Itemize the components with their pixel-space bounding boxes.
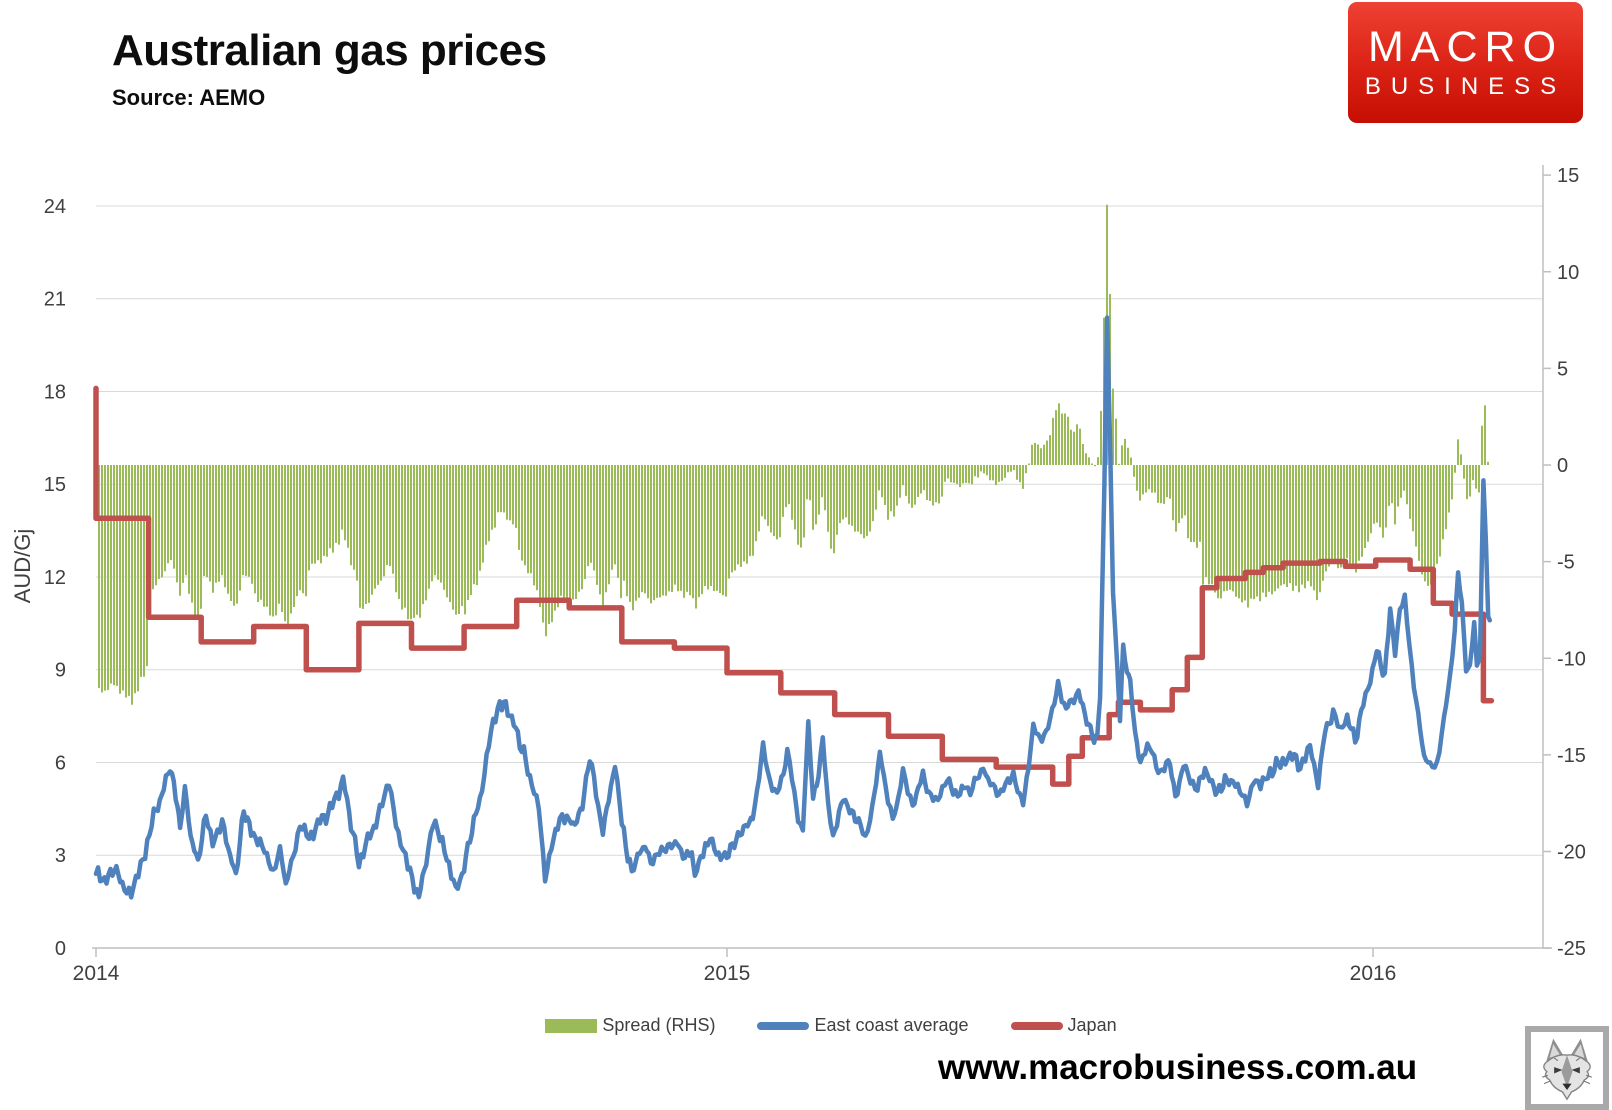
japan-swatch-icon (1010, 1021, 1063, 1030)
left-axis-tick-label: 21 (44, 289, 66, 311)
fox-logo (1525, 1026, 1609, 1110)
left-axis-tick-label: 9 (55, 660, 66, 682)
right-axis-tick-label: 15 (1557, 165, 1579, 187)
left-axis-tick-label: 24 (44, 196, 66, 218)
logo-text-macro: MACRO (1367, 23, 1564, 71)
left-axis-tick-label: 3 (55, 845, 66, 867)
legend-item-japan: Japan (1010, 1015, 1117, 1036)
right-axis-tick-label: -20 (1557, 842, 1586, 864)
japan-line (93, 385, 1495, 787)
fox-head-icon (1542, 1038, 1592, 1101)
x-axis-year-label: 2016 (1350, 962, 1397, 985)
left-axis-tick-label: 0 (55, 938, 66, 960)
left-axis-tick-label: 12 (44, 567, 66, 589)
y-axis-title: AUD/Gj (10, 529, 35, 604)
legend-item-spread: Spread (RHS) (545, 1015, 715, 1036)
right-axis-tick-label: -25 (1557, 938, 1586, 960)
spread-swatch-icon (545, 1018, 598, 1033)
left-axis-tick-label: 6 (55, 752, 66, 774)
left-axis-tick-label: 15 (44, 474, 66, 496)
legend-label-east-coast: East coast average (814, 1015, 969, 1035)
left-axis-tick-label: 18 (44, 381, 66, 403)
chart-title: Australian gas prices (112, 26, 547, 75)
right-axis-tick-label: 10 (1557, 262, 1579, 284)
macrobusiness-logo: MACRO BUSINESS (1348, 2, 1583, 123)
right-axis-tick-label: -10 (1557, 648, 1586, 670)
x-axis-year-label: 2015 (704, 962, 751, 985)
legend-label-japan: Japan (1067, 1015, 1117, 1035)
chart-source: Source: AEMO (112, 85, 266, 110)
right-axis-tick-label: -15 (1557, 745, 1586, 767)
legend-label-spread: Spread (RHS) (602, 1015, 716, 1035)
x-axis-year-label: 2014 (73, 962, 120, 985)
east-coast-swatch-icon (757, 1021, 810, 1030)
right-axis-tick-label: 0 (1557, 455, 1568, 477)
right-axis-tick-label: -5 (1557, 552, 1575, 574)
chart-canvas: 0 3 6 9 12 15 18 21 24 -25 -20 -15 -10 -5 0 5 10 15 2014 20… (10, 165, 1586, 985)
logo-text-business: BUSINESS (1364, 73, 1567, 100)
legend-item-east-coast: East coast average (757, 1015, 969, 1036)
east-coast-line (93, 315, 1493, 900)
right-axis-tick-label: 5 (1557, 358, 1568, 380)
chart-legend: Spread (RHS) East coast average Japan (25, 1015, 1612, 1036)
website-url: www.macrobusiness.com.au (938, 1048, 1418, 1087)
spread-bars (98, 204, 1489, 705)
